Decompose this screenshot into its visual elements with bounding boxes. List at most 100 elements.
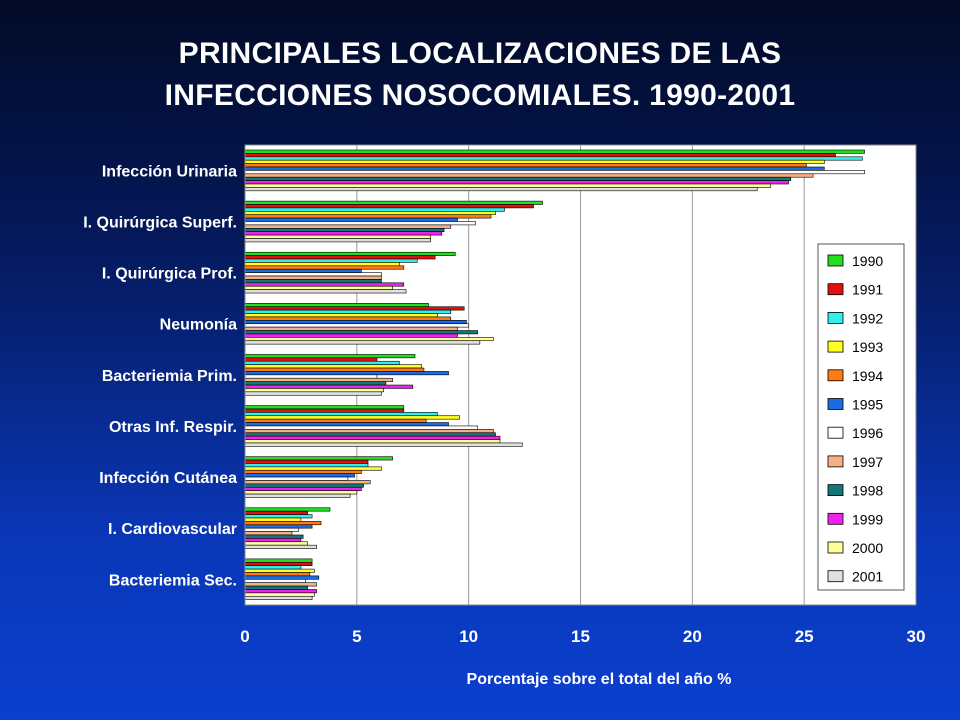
bar — [244, 377, 393, 382]
bar — [244, 592, 315, 597]
bar — [244, 364, 422, 369]
legend-swatch — [827, 369, 844, 382]
bar — [244, 255, 436, 260]
bar — [244, 517, 302, 522]
legend-swatch — [827, 455, 844, 468]
bar — [244, 262, 400, 267]
bar — [244, 463, 369, 468]
bar — [244, 466, 382, 471]
bar — [244, 473, 355, 478]
bar — [244, 476, 349, 481]
chart-title: PRINCIPALES LOCALIZACIONES DE LAS INFECC… — [0, 33, 960, 117]
legend-label: 1995 — [852, 397, 883, 413]
bar — [244, 268, 362, 273]
bar — [244, 374, 378, 379]
bar — [244, 187, 758, 192]
bar — [244, 303, 429, 308]
bar — [244, 316, 452, 321]
legend-label: 1999 — [852, 511, 883, 527]
legend-label: 1998 — [852, 483, 883, 499]
bar — [244, 176, 792, 181]
bar — [244, 289, 407, 294]
bar — [244, 442, 523, 447]
legend-label: 2001 — [852, 569, 883, 585]
bar — [244, 337, 494, 342]
category-label: I. Quirúrgica Superf. — [83, 215, 237, 232]
bar — [244, 514, 313, 519]
bar — [244, 166, 825, 171]
category-label: Bacteriemia Sec. — [109, 572, 237, 589]
legend-swatch — [827, 541, 844, 554]
bar — [244, 279, 382, 284]
bar — [244, 575, 320, 580]
bar — [244, 439, 501, 444]
bar — [244, 415, 461, 420]
bar — [244, 507, 331, 512]
bar — [244, 367, 425, 372]
legend-swatch — [827, 512, 844, 525]
bar — [244, 486, 362, 491]
bar — [244, 384, 414, 389]
category-labels: Infección Urinaria I. Quirúrgica Superf. I… — [83, 163, 237, 589]
bar — [244, 459, 369, 464]
bar — [244, 265, 405, 270]
legend-label: 1991 — [852, 282, 883, 298]
bar — [244, 333, 458, 338]
legend-swatch — [827, 426, 844, 439]
bar — [244, 330, 478, 335]
bar — [244, 432, 496, 437]
bar — [244, 469, 362, 474]
legend-label: 1993 — [852, 339, 883, 355]
bar — [244, 224, 452, 229]
legend-swatch — [827, 340, 844, 353]
bar — [244, 180, 789, 185]
bar — [244, 282, 405, 287]
x-tick-label: 15 — [571, 627, 590, 646]
bar — [244, 285, 393, 290]
bar — [244, 251, 456, 256]
bar — [244, 589, 317, 594]
legend: 1990 1991 1992 1993 1994 1995 1996 1997 1998 1999… — [817, 243, 905, 591]
bar — [244, 323, 469, 328]
bar — [244, 238, 431, 243]
bar — [244, 313, 438, 318]
bar — [244, 149, 865, 154]
bar — [244, 429, 494, 434]
bar — [244, 595, 313, 600]
category-label: Infección Urinaria — [102, 163, 237, 180]
bar — [244, 360, 400, 365]
legend-swatch — [827, 484, 844, 497]
x-tick-label: 25 — [795, 627, 814, 646]
bar — [244, 391, 382, 396]
bar — [244, 183, 771, 188]
category-label: Neumonía — [160, 317, 237, 334]
bar — [244, 200, 543, 205]
bar — [244, 326, 458, 331]
bar — [244, 153, 836, 158]
bar — [244, 275, 382, 280]
bar — [244, 207, 505, 212]
bar — [244, 524, 313, 529]
bar — [244, 170, 865, 175]
bar — [244, 388, 384, 393]
bar — [244, 538, 302, 543]
x-tick-label: 10 — [459, 627, 478, 646]
x-tick-label: 5 — [352, 627, 361, 646]
bar — [244, 510, 308, 515]
bar — [244, 320, 467, 325]
bar — [244, 582, 317, 587]
legend-swatch — [827, 570, 844, 583]
legend-label: 1992 — [852, 310, 883, 326]
bar — [244, 483, 364, 488]
bar — [244, 408, 405, 413]
bar — [244, 561, 313, 566]
bar — [244, 214, 492, 219]
bar — [244, 204, 534, 209]
legend-label: 2000 — [852, 540, 883, 556]
bar — [244, 578, 306, 583]
bar — [244, 531, 293, 536]
legend-swatch — [827, 254, 844, 267]
bar — [244, 340, 481, 345]
bar — [244, 306, 465, 311]
